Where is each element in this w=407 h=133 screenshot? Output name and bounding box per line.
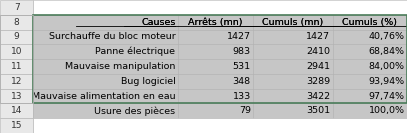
Text: Panne électrique: Panne électrique (95, 47, 175, 57)
Bar (253, 44, 333, 59)
Bar (333, 30, 407, 44)
Text: 68,84%: 68,84% (369, 47, 405, 56)
Text: 12: 12 (11, 77, 22, 86)
Text: Mauvaise manipulation: Mauvaise manipulation (65, 62, 175, 71)
Text: 97,74%: 97,74% (369, 92, 405, 101)
Bar (178, 89, 253, 103)
Bar (253, 89, 333, 103)
Bar (253, 59, 333, 74)
Bar (178, 44, 253, 59)
Text: 2410: 2410 (306, 47, 330, 56)
Text: 100,0%: 100,0% (369, 106, 405, 115)
Bar (333, 44, 407, 59)
Text: 10: 10 (11, 47, 22, 56)
Text: 3422: 3422 (306, 92, 330, 101)
Text: 1427: 1427 (227, 32, 251, 41)
Text: 348: 348 (232, 77, 251, 86)
Bar (0, 74, 33, 89)
Text: 40,76%: 40,76% (369, 32, 405, 41)
Text: 11: 11 (11, 62, 22, 71)
Text: 3289: 3289 (306, 77, 330, 86)
Bar (333, 15, 407, 30)
Bar (33, 44, 178, 59)
Bar (253, 103, 333, 118)
Bar (0, 118, 33, 133)
Bar (33, 15, 178, 30)
Bar (178, 103, 253, 118)
Text: 1427: 1427 (306, 32, 330, 41)
Bar (33, 59, 178, 74)
Text: 9: 9 (14, 32, 20, 41)
Bar (333, 59, 407, 74)
Bar (33, 103, 178, 118)
Bar (0, 89, 33, 103)
Text: Causes: Causes (141, 18, 175, 27)
Text: Arrêts (mn): Arrêts (mn) (188, 18, 243, 27)
Bar (253, 74, 333, 89)
Bar (33, 74, 178, 89)
Bar (178, 15, 253, 30)
Bar (0, 59, 33, 74)
Text: 2941: 2941 (306, 62, 330, 71)
Text: 8: 8 (14, 18, 20, 27)
Text: 13: 13 (11, 92, 22, 101)
Text: 84,00%: 84,00% (369, 62, 405, 71)
Text: 983: 983 (232, 47, 251, 56)
Text: Cumuls (%): Cumuls (%) (342, 18, 397, 27)
Text: 93,94%: 93,94% (368, 77, 405, 86)
Bar (33, 30, 178, 44)
Text: Mauvaise alimentation en eau: Mauvaise alimentation en eau (32, 92, 175, 101)
Bar (0, 15, 33, 103)
Text: Bug logiciel: Bug logiciel (120, 77, 175, 86)
Bar (253, 30, 333, 44)
Text: Usure des pièces: Usure des pièces (94, 106, 175, 116)
Bar (0, 0, 33, 15)
Bar (0, 15, 33, 30)
Bar (0, 30, 33, 44)
Text: Surchauffe du bloc moteur: Surchauffe du bloc moteur (49, 32, 175, 41)
Bar (0, 44, 33, 59)
Bar (333, 103, 407, 118)
Bar (33, 0, 407, 15)
Text: Cumuls (mn): Cumuls (mn) (262, 18, 324, 27)
Bar (178, 59, 253, 74)
Text: 133: 133 (232, 92, 251, 101)
Bar (33, 15, 407, 103)
Text: 3501: 3501 (306, 106, 330, 115)
Bar (253, 15, 333, 30)
Bar (0, 103, 33, 118)
Text: 14: 14 (11, 106, 22, 115)
Bar (178, 74, 253, 89)
Bar (33, 118, 407, 133)
Text: Cumuls (%): Cumuls (%) (342, 18, 397, 27)
Text: Causes: Causes (141, 18, 175, 27)
Text: Cumuls (mn): Cumuls (mn) (262, 18, 324, 27)
Text: 7: 7 (14, 3, 20, 12)
Bar (333, 74, 407, 89)
Text: Arrêts (mn): Arrêts (mn) (188, 18, 243, 27)
Bar (333, 89, 407, 103)
Text: 79: 79 (239, 106, 251, 115)
Text: 15: 15 (11, 121, 22, 130)
Bar (178, 30, 253, 44)
Text: 531: 531 (232, 62, 251, 71)
Bar (33, 89, 178, 103)
